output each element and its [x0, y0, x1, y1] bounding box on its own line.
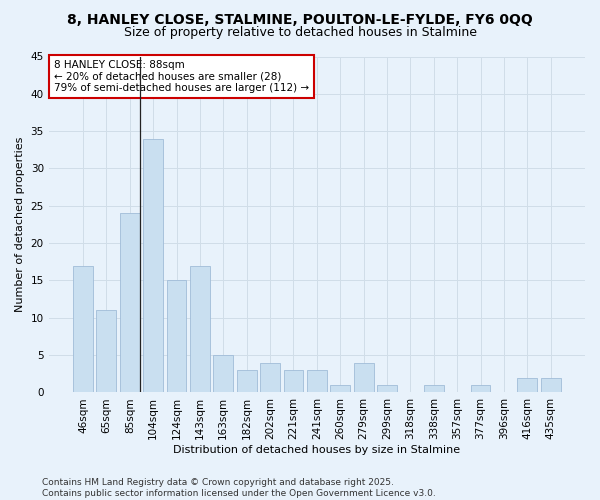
Text: 8, HANLEY CLOSE, STALMINE, POULTON-LE-FYLDE, FY6 0QQ: 8, HANLEY CLOSE, STALMINE, POULTON-LE-FY… [67, 12, 533, 26]
X-axis label: Distribution of detached houses by size in Stalmine: Distribution of detached houses by size … [173, 445, 460, 455]
Y-axis label: Number of detached properties: Number of detached properties [15, 137, 25, 312]
Bar [517, 378, 537, 392]
Bar [260, 362, 280, 392]
Bar [214, 355, 233, 393]
Bar [167, 280, 187, 392]
Bar [330, 385, 350, 392]
Bar [377, 385, 397, 392]
Bar [237, 370, 257, 392]
Bar [120, 214, 140, 392]
Bar [470, 385, 490, 392]
Bar [190, 266, 210, 392]
Bar [353, 362, 374, 392]
Bar [541, 378, 560, 392]
Bar [143, 138, 163, 392]
Bar [284, 370, 304, 392]
Bar [97, 310, 116, 392]
Text: Size of property relative to detached houses in Stalmine: Size of property relative to detached ho… [124, 26, 476, 39]
Text: Contains HM Land Registry data © Crown copyright and database right 2025.
Contai: Contains HM Land Registry data © Crown c… [42, 478, 436, 498]
Bar [424, 385, 443, 392]
Bar [307, 370, 327, 392]
Bar [73, 266, 93, 392]
Text: 8 HANLEY CLOSE: 88sqm
← 20% of detached houses are smaller (28)
79% of semi-deta: 8 HANLEY CLOSE: 88sqm ← 20% of detached … [54, 60, 309, 93]
